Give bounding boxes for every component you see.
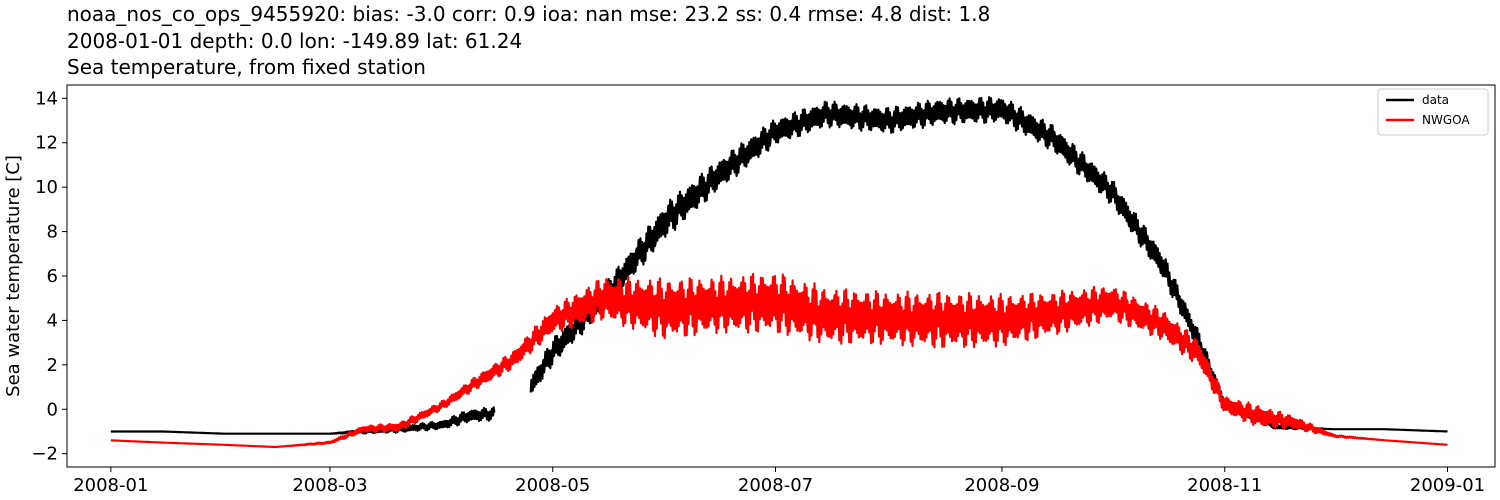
y-tick-label: 6 bbox=[47, 266, 58, 287]
y-tick-label: 8 bbox=[47, 222, 58, 243]
y-tick-label: 10 bbox=[35, 177, 58, 198]
chart-title-location: 2008-01-01 depth: 0.0 lon: -149.89 lat: … bbox=[67, 29, 523, 53]
series-line-data bbox=[110, 96, 1448, 435]
x-tick-label: 2008-03 bbox=[292, 475, 367, 496]
x-tick-label: 2008-05 bbox=[515, 475, 590, 496]
y-tick-label: 14 bbox=[35, 88, 58, 109]
y-axis-label: Sea water temperature [C] bbox=[3, 155, 24, 397]
legend-label: NWGOA bbox=[1422, 113, 1470, 127]
x-tick-label: 2008-11 bbox=[1187, 475, 1262, 496]
series-line-nwgoa bbox=[110, 272, 1448, 449]
y-tick-label: 12 bbox=[35, 133, 58, 154]
chart-title-stats: noaa_nos_co_ops_9455920: bias: -3.0 corr… bbox=[67, 2, 991, 26]
y-tick-label: −2 bbox=[31, 444, 58, 465]
x-tick-label: 2009-01 bbox=[1410, 475, 1485, 496]
x-axis: 2008-01 2008-03 2008-05 2008-07 2008-09 2008-… bbox=[73, 467, 1485, 496]
y-tick-label: 4 bbox=[47, 310, 58, 331]
legend: data NWGOA bbox=[1377, 88, 1489, 136]
y-tick-label: 2 bbox=[47, 355, 58, 376]
legend-label: data bbox=[1422, 93, 1449, 107]
y-tick-label: 0 bbox=[47, 399, 58, 420]
chart-title: Sea temperature, from fixed station bbox=[67, 55, 426, 79]
plot-frame bbox=[66, 84, 1496, 468]
y-axis: −2 0 2 4 6 8 10 12 14 bbox=[31, 88, 67, 465]
x-tick-label: 2008-01 bbox=[73, 475, 148, 496]
plot-area bbox=[110, 96, 1448, 449]
x-tick-label: 2008-09 bbox=[964, 475, 1039, 496]
x-tick-label: 2008-07 bbox=[738, 475, 813, 496]
